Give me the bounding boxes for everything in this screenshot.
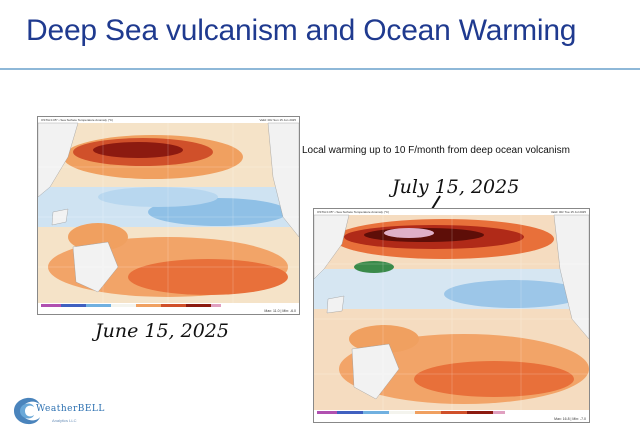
map-june-max-min: Max: 11.0 | Min: -6.0 bbox=[264, 309, 296, 313]
weatherbell-logo-icon bbox=[14, 397, 40, 425]
sst-map-july-graphic bbox=[314, 214, 589, 414]
map-july-valid-time: Valid: 00z Tue 15 Jul 2025 bbox=[550, 210, 586, 214]
map-june-header: OSTIA 0.05° • Sea Surface Temperature An… bbox=[41, 118, 114, 122]
title-divider bbox=[0, 68, 640, 70]
date-caption-july: July 15, 2025 bbox=[392, 176, 520, 198]
logo-subtitle: Analytics LLC bbox=[52, 418, 77, 423]
warming-annotation: Local warming up to 10 F/month from deep… bbox=[302, 145, 570, 156]
sst-anomaly-map-june: OSTIA 0.05° • Sea Surface Temperature An… bbox=[37, 116, 300, 315]
map-july-header: OSTIA 0.05° • Sea Surface Temperature An… bbox=[317, 210, 390, 214]
logo-name: WeatherBELL bbox=[36, 404, 105, 414]
sst-anomaly-map-july: OSTIA 0.05° • Sea Surface Temperature An… bbox=[313, 208, 590, 423]
sst-map-june-graphic bbox=[38, 122, 299, 307]
map-june-valid-time: Valid: 00z Sun 15 Jun 2025 bbox=[259, 118, 296, 122]
slide-title: Deep Sea vulcanism and Ocean Warming bbox=[26, 14, 577, 47]
map-july-max-min: Max: 16.8 | Min: -7.0 bbox=[554, 417, 586, 421]
date-caption-june: June 15, 2025 bbox=[95, 320, 229, 342]
